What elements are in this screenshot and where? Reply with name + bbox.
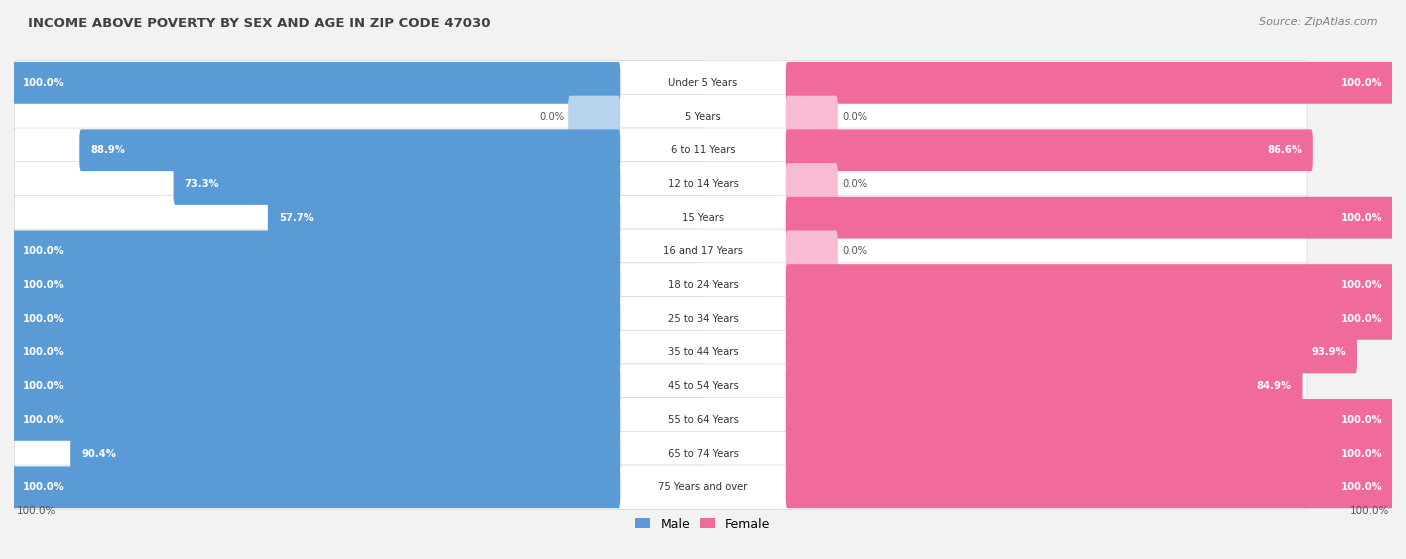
Text: 100.0%: 100.0% [22,381,65,391]
Text: 55 to 64 Years: 55 to 64 Years [668,415,738,425]
FancyBboxPatch shape [617,196,1308,240]
Text: 100.0%: 100.0% [22,280,65,290]
FancyBboxPatch shape [14,465,704,510]
Text: 100.0%: 100.0% [22,247,65,257]
Text: 35 to 44 Years: 35 to 44 Years [668,348,738,358]
FancyBboxPatch shape [14,162,704,206]
FancyBboxPatch shape [786,129,1313,171]
FancyBboxPatch shape [70,433,620,475]
FancyBboxPatch shape [786,163,838,205]
Text: 100.0%: 100.0% [22,78,65,88]
FancyBboxPatch shape [617,330,1308,375]
Text: 100.0%: 100.0% [1341,449,1384,458]
Text: 100.0%: 100.0% [1341,280,1384,290]
Text: 100.0%: 100.0% [22,415,65,425]
Text: 5 Years: 5 Years [685,112,721,121]
FancyBboxPatch shape [617,296,1308,341]
FancyBboxPatch shape [617,128,1308,173]
Text: 0.0%: 0.0% [538,112,564,121]
Text: 25 to 34 Years: 25 to 34 Years [668,314,738,324]
FancyBboxPatch shape [617,162,1308,206]
Text: 100.0%: 100.0% [1341,212,1384,222]
Text: 15 Years: 15 Years [682,212,724,222]
FancyBboxPatch shape [13,466,620,508]
Text: 18 to 24 Years: 18 to 24 Years [668,280,738,290]
Text: 16 and 17 Years: 16 and 17 Years [664,247,742,257]
Legend: Male, Female: Male, Female [630,513,776,536]
FancyBboxPatch shape [617,94,1308,139]
FancyBboxPatch shape [786,331,1357,373]
Text: 100.0%: 100.0% [22,348,65,358]
Text: 100.0%: 100.0% [1341,314,1384,324]
FancyBboxPatch shape [786,264,1393,306]
Text: 6 to 11 Years: 6 to 11 Years [671,145,735,155]
FancyBboxPatch shape [13,264,620,306]
FancyBboxPatch shape [786,466,1393,508]
Text: 0.0%: 0.0% [842,112,868,121]
FancyBboxPatch shape [13,399,620,441]
Text: Under 5 Years: Under 5 Years [668,78,738,88]
FancyBboxPatch shape [617,60,1308,105]
FancyBboxPatch shape [786,433,1393,475]
FancyBboxPatch shape [14,94,704,139]
FancyBboxPatch shape [267,197,620,239]
Text: 100.0%: 100.0% [22,314,65,324]
FancyBboxPatch shape [173,163,620,205]
FancyBboxPatch shape [617,465,1308,510]
Text: 45 to 54 Years: 45 to 54 Years [668,381,738,391]
FancyBboxPatch shape [13,62,620,104]
FancyBboxPatch shape [14,263,704,307]
Text: 100.0%: 100.0% [1341,78,1384,88]
FancyBboxPatch shape [617,364,1308,409]
FancyBboxPatch shape [13,298,620,340]
FancyBboxPatch shape [786,62,1393,104]
Text: 65 to 74 Years: 65 to 74 Years [668,449,738,458]
FancyBboxPatch shape [617,229,1308,274]
Text: 0.0%: 0.0% [842,247,868,257]
FancyBboxPatch shape [14,296,704,341]
FancyBboxPatch shape [786,197,1393,239]
FancyBboxPatch shape [786,366,1302,407]
Text: 84.9%: 84.9% [1257,381,1292,391]
Text: 12 to 14 Years: 12 to 14 Years [668,179,738,189]
Text: 75 Years and over: 75 Years and over [658,482,748,492]
FancyBboxPatch shape [617,432,1308,476]
FancyBboxPatch shape [14,128,704,173]
Text: 88.9%: 88.9% [90,145,125,155]
Text: 100.0%: 100.0% [1341,415,1384,425]
FancyBboxPatch shape [14,432,704,476]
FancyBboxPatch shape [13,230,620,272]
Text: 100.0%: 100.0% [17,506,56,516]
FancyBboxPatch shape [14,196,704,240]
FancyBboxPatch shape [617,263,1308,307]
FancyBboxPatch shape [786,399,1393,441]
FancyBboxPatch shape [14,364,704,409]
Text: 57.7%: 57.7% [278,212,314,222]
Text: 90.4%: 90.4% [82,449,117,458]
FancyBboxPatch shape [14,229,704,274]
Text: 0.0%: 0.0% [842,179,868,189]
Text: 93.9%: 93.9% [1312,348,1346,358]
FancyBboxPatch shape [13,331,620,373]
FancyBboxPatch shape [79,129,620,171]
FancyBboxPatch shape [14,397,704,442]
Text: 86.6%: 86.6% [1267,145,1302,155]
FancyBboxPatch shape [786,230,838,272]
FancyBboxPatch shape [568,96,620,138]
Text: 100.0%: 100.0% [22,482,65,492]
Text: 100.0%: 100.0% [1341,482,1384,492]
FancyBboxPatch shape [13,366,620,407]
FancyBboxPatch shape [786,96,838,138]
FancyBboxPatch shape [14,330,704,375]
FancyBboxPatch shape [617,397,1308,442]
FancyBboxPatch shape [786,298,1393,340]
FancyBboxPatch shape [14,60,704,105]
Text: 73.3%: 73.3% [184,179,219,189]
Text: INCOME ABOVE POVERTY BY SEX AND AGE IN ZIP CODE 47030: INCOME ABOVE POVERTY BY SEX AND AGE IN Z… [28,17,491,30]
Text: 100.0%: 100.0% [1350,506,1389,516]
Text: Source: ZipAtlas.com: Source: ZipAtlas.com [1260,17,1378,27]
